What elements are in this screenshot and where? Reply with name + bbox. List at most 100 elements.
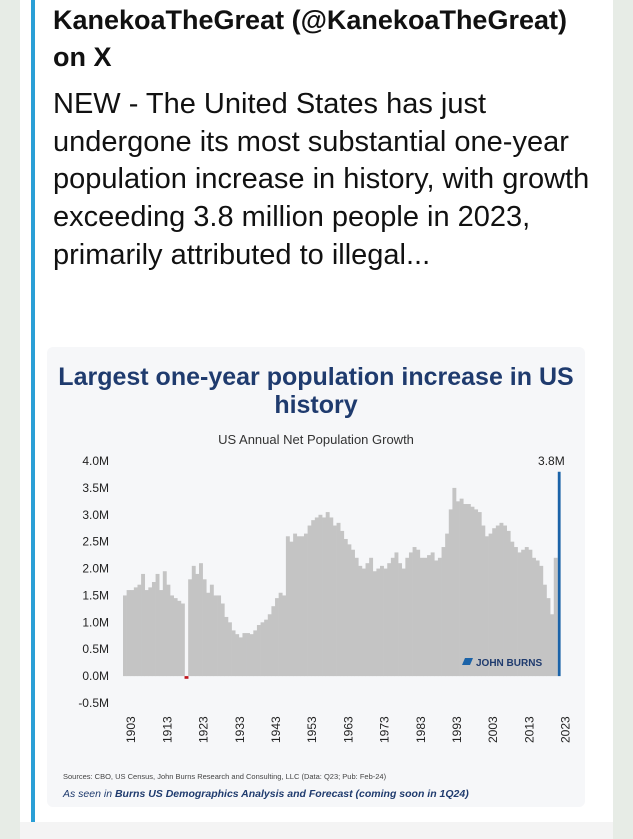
bar <box>133 587 138 677</box>
y-tick-label: 4.0M <box>82 454 109 468</box>
bar <box>256 625 261 677</box>
bar <box>202 579 207 677</box>
bar <box>217 595 222 677</box>
bar <box>466 504 471 677</box>
bar <box>492 528 497 677</box>
bar <box>275 598 279 677</box>
bar <box>510 541 515 677</box>
bar <box>408 552 413 677</box>
bar <box>231 630 236 677</box>
bar <box>177 600 182 677</box>
attribution-title: Burns US Demographics Analysis and Forec… <box>114 788 469 800</box>
bar <box>412 547 417 677</box>
bar <box>260 622 265 677</box>
bar <box>354 557 359 677</box>
bar <box>506 530 511 677</box>
bar <box>459 498 464 677</box>
bar <box>405 557 410 677</box>
y-tick-label: 2.0M <box>82 562 109 576</box>
bar <box>235 634 240 677</box>
bar <box>503 525 508 677</box>
y-tick-label: 2.5M <box>82 535 109 549</box>
bar <box>329 517 334 677</box>
bar <box>484 536 489 677</box>
chart-subtitle: US Annual Net Population Growth <box>218 432 414 447</box>
bar <box>246 633 250 677</box>
bar <box>318 514 323 677</box>
bar <box>535 560 540 677</box>
bar <box>394 552 399 677</box>
logo-mark-icon <box>462 658 473 665</box>
bar <box>264 619 269 677</box>
bar <box>296 536 301 677</box>
y-tick-label: 1.5M <box>82 588 109 602</box>
bar <box>249 634 254 677</box>
bar <box>159 590 164 677</box>
bar <box>488 533 493 677</box>
y-tick-label: 3.0M <box>82 508 109 522</box>
x-tick-label: 1993 <box>450 716 464 743</box>
bar <box>278 592 283 677</box>
bar <box>434 560 439 677</box>
x-tick-label: 1983 <box>414 716 428 743</box>
bar <box>209 584 214 677</box>
bar <box>336 522 341 677</box>
bar <box>495 525 500 677</box>
x-tick-label: 1933 <box>233 716 247 743</box>
bar <box>267 614 272 677</box>
x-tick-label: 1963 <box>341 716 355 743</box>
bar <box>325 512 330 677</box>
bar <box>542 584 547 677</box>
bar <box>162 571 167 677</box>
bar <box>532 557 536 677</box>
attribution-prefix: As seen in <box>63 788 115 800</box>
logo-text: JOHN BURNS <box>476 658 542 669</box>
post-author[interactable]: KanekoaTheGreat (@KanekoaTheGreat) on X <box>53 5 567 72</box>
bar <box>528 549 533 677</box>
x-tick-label: 1973 <box>378 716 392 743</box>
bar <box>524 547 529 677</box>
bar <box>376 568 381 677</box>
bar <box>513 547 518 677</box>
x-tick-label: 1903 <box>124 716 138 743</box>
bar <box>361 568 366 677</box>
bar-highlight <box>557 471 561 677</box>
highlight-value-label: 3.8M <box>538 454 565 468</box>
bar <box>220 603 225 677</box>
bar <box>191 565 196 677</box>
bar <box>372 571 377 677</box>
bar <box>307 525 312 677</box>
bar <box>332 525 337 677</box>
bar <box>358 565 363 677</box>
bar <box>448 509 453 677</box>
bar <box>539 565 544 677</box>
bar <box>343 538 348 677</box>
bar-chart: 4.0M 3.5M 3.0M 2.5M 2.0M 1.5M 1.0M 0.5M 0.0M -0.5… <box>78 454 572 743</box>
x-tick-label: 2003 <box>486 716 500 743</box>
bar <box>347 544 352 677</box>
bar <box>550 614 555 677</box>
bar <box>380 565 384 677</box>
bar <box>303 533 308 677</box>
bar <box>242 633 247 677</box>
bar <box>383 568 388 677</box>
bar <box>293 533 298 677</box>
bar <box>137 584 142 677</box>
bar <box>195 573 200 677</box>
chart-title: Largest one-year population increase in … <box>58 363 574 419</box>
x-tick-label: 1923 <box>197 716 211 743</box>
bar <box>521 549 526 677</box>
bar <box>282 595 287 677</box>
bar <box>206 592 211 677</box>
bar <box>170 595 174 677</box>
bar <box>253 630 258 677</box>
bar <box>365 563 370 677</box>
bar <box>452 487 457 677</box>
bar <box>477 512 482 677</box>
bar <box>184 676 189 679</box>
bar <box>130 590 135 677</box>
bar <box>398 563 403 677</box>
chart-image[interactable]: Largest one-year population increase in … <box>47 347 585 807</box>
bar <box>155 573 160 677</box>
bar <box>387 563 392 677</box>
